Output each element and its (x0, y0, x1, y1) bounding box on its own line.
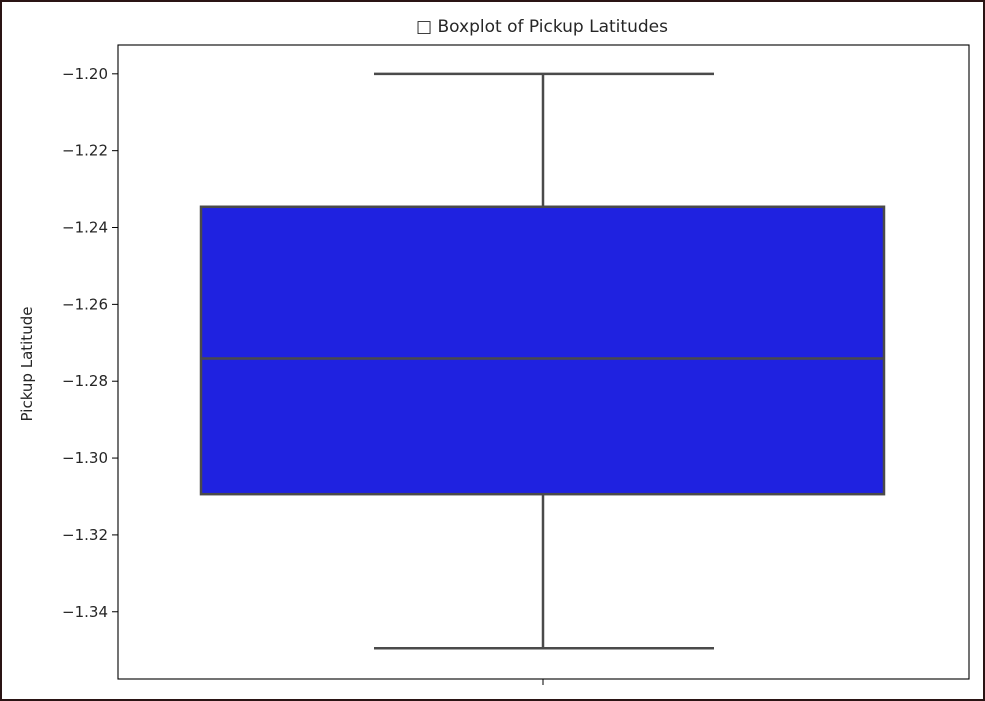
y-tick-label: −1.28 (62, 372, 108, 390)
chart-title: □ Boxplot of Pickup Latitudes (416, 17, 668, 37)
plot-area-frame (117, 44, 970, 680)
y-tick-label: −1.20 (62, 65, 108, 83)
y-axis-ticks: −1.34 −1.32 −1.30 −1.28 −1.26 −1.24 −1.22 −1.20 (62, 65, 544, 685)
box-plot (199, 72, 886, 650)
y-tick-label: −1.22 (62, 142, 108, 160)
y-tick-label: −1.34 (62, 603, 108, 621)
interquartile-box (199, 205, 886, 496)
y-tick-label: −1.24 (62, 219, 108, 237)
y-tick-label: −1.32 (62, 526, 108, 544)
y-tick-label: −1.26 (62, 295, 108, 313)
y-tick-label: −1.30 (62, 449, 108, 467)
y-axis-label: Pickup Latitude (18, 307, 36, 422)
